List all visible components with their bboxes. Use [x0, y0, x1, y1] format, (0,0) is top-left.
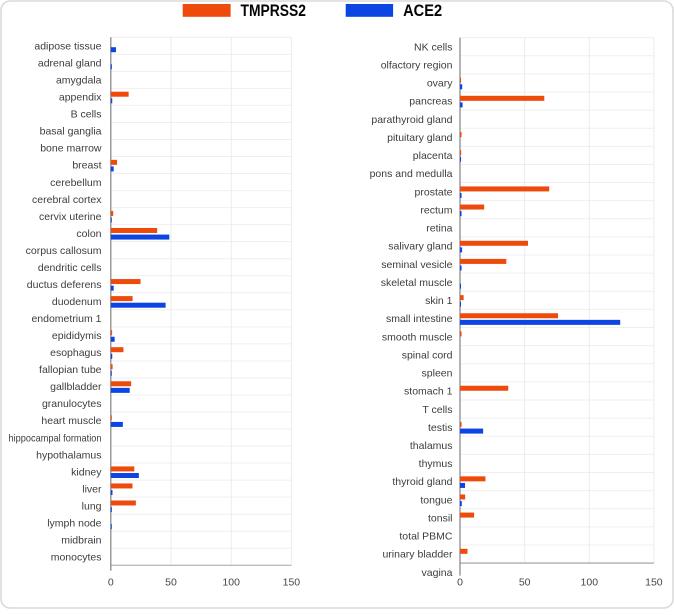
svg-text:B cells: B cells	[71, 109, 102, 121]
svg-text:TMPRSS2: TMPRSS2	[241, 2, 307, 20]
svg-text:rectum: rectum	[420, 204, 452, 216]
svg-text:lung: lung	[82, 500, 102, 512]
svg-text:150: 150	[645, 577, 663, 589]
svg-text:50: 50	[519, 577, 531, 589]
svg-text:heart muscle: heart muscle	[41, 415, 101, 427]
svg-text:olfactory region: olfactory region	[381, 59, 453, 71]
svg-text:amygdala: amygdala	[56, 75, 102, 87]
svg-text:T cells: T cells	[422, 404, 452, 416]
svg-text:150: 150	[283, 577, 301, 589]
svg-text:prostate: prostate	[415, 186, 453, 198]
svg-text:adipose tissue: adipose tissue	[34, 41, 101, 53]
svg-text:hippocampal formation: hippocampal formation	[9, 432, 102, 444]
svg-text:small intestine: small intestine	[386, 313, 453, 325]
svg-text:NK cells: NK cells	[414, 41, 453, 53]
svg-text:skin 1: skin 1	[425, 295, 453, 307]
svg-text:0: 0	[108, 577, 114, 589]
svg-text:ductus deferens: ductus deferens	[27, 279, 102, 291]
svg-text:0: 0	[457, 577, 463, 589]
svg-text:pons and medulla: pons and medulla	[370, 168, 453, 180]
svg-text:retina: retina	[426, 223, 452, 235]
svg-text:appendix: appendix	[59, 92, 102, 104]
svg-text:bone marrow: bone marrow	[40, 143, 102, 155]
svg-text:smooth muscle: smooth muscle	[382, 331, 453, 343]
svg-text:100: 100	[581, 577, 599, 589]
svg-text:seminal vesicle: seminal vesicle	[381, 259, 452, 271]
svg-text:colon: colon	[76, 228, 101, 240]
svg-text:100: 100	[222, 577, 240, 589]
svg-text:breast: breast	[72, 160, 101, 172]
svg-text:parathyroid gland: parathyroid gland	[371, 114, 452, 126]
svg-text:salivary gland: salivary gland	[388, 241, 452, 253]
svg-text:fallopian tube: fallopian tube	[39, 364, 102, 376]
svg-text:ovary: ovary	[427, 78, 453, 90]
svg-text:monocytes: monocytes	[51, 551, 102, 563]
svg-text:thymus: thymus	[419, 458, 453, 470]
svg-text:adrenal gland: adrenal gland	[38, 58, 102, 70]
svg-text:endometrium 1: endometrium 1	[31, 313, 101, 325]
svg-text:pancreas: pancreas	[409, 96, 452, 108]
svg-text:ACE2: ACE2	[403, 2, 442, 20]
svg-text:urinary bladder: urinary bladder	[382, 549, 453, 561]
svg-text:lymph node: lymph node	[47, 517, 101, 529]
svg-text:skeletal muscle: skeletal muscle	[381, 277, 453, 289]
svg-text:midbrain: midbrain	[61, 534, 101, 546]
svg-text:50: 50	[165, 577, 177, 589]
svg-text:epididymis: epididymis	[52, 330, 102, 342]
svg-text:tonsil: tonsil	[428, 512, 453, 524]
svg-text:corpus callosum: corpus callosum	[26, 245, 102, 257]
svg-text:total PBMC: total PBMC	[399, 531, 453, 543]
svg-text:cerebral cortex: cerebral cortex	[32, 194, 102, 206]
svg-text:liver: liver	[82, 483, 102, 495]
svg-text:vagina: vagina	[422, 567, 453, 579]
svg-text:cerebellum: cerebellum	[50, 177, 102, 189]
svg-text:dendritic cells: dendritic cells	[38, 262, 102, 274]
svg-text:tongue: tongue	[420, 494, 452, 506]
svg-text:thyroid gland: thyroid gland	[392, 476, 452, 488]
svg-text:basal ganglia: basal ganglia	[40, 126, 102, 138]
svg-text:pituitary gland: pituitary gland	[387, 132, 453, 144]
svg-text:stomach 1: stomach 1	[404, 386, 453, 398]
svg-text:hypothalamus: hypothalamus	[36, 449, 101, 461]
svg-text:gallbladder: gallbladder	[50, 381, 102, 393]
svg-text:testis: testis	[428, 422, 453, 434]
svg-text:cervix uterine: cervix uterine	[39, 211, 102, 223]
svg-text:spleen: spleen	[422, 368, 453, 380]
svg-text:spinal cord: spinal cord	[402, 349, 453, 361]
svg-text:esophagus: esophagus	[50, 347, 101, 359]
svg-text:placenta: placenta	[413, 150, 453, 162]
svg-text:thalamus: thalamus	[410, 440, 453, 452]
svg-text:granulocytes: granulocytes	[42, 398, 102, 410]
svg-text:kidney: kidney	[71, 466, 102, 478]
svg-text:duodenum: duodenum	[52, 296, 102, 308]
